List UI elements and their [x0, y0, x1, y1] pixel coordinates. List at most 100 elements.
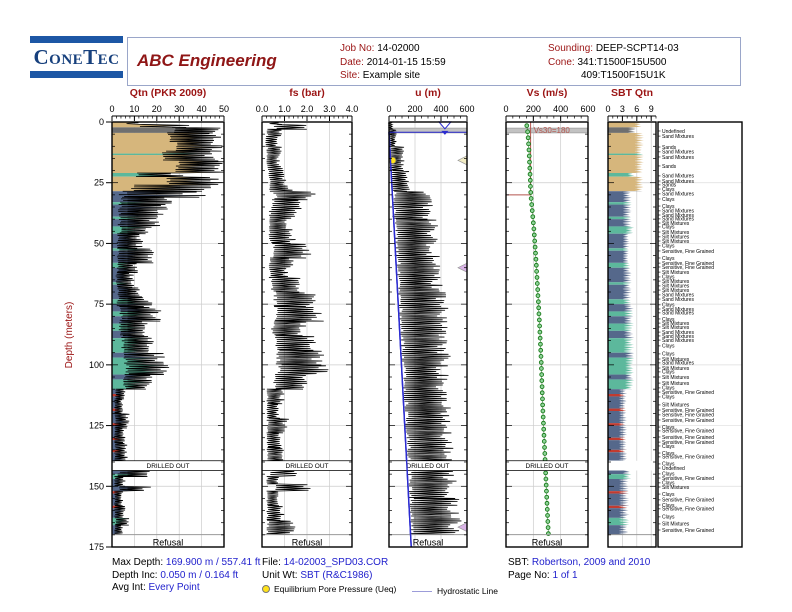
vs-point [531, 232, 537, 238]
vs-point [532, 244, 538, 250]
sbt-label: Clays [662, 386, 675, 392]
sbt-label: Sand Mixtures [662, 361, 694, 367]
vs-point [541, 426, 547, 432]
depth-tick-label: 175 [89, 542, 104, 552]
sbt-bar-zone [608, 122, 644, 128]
qtn-sbt-zone [112, 449, 224, 453]
sbt-label: Sand Mixtures [662, 209, 694, 215]
sbt-bar-zone [608, 338, 644, 353]
sbt-label: Sensitive, Fine Grained [662, 476, 714, 482]
panel-border [607, 121, 657, 548]
sbt-label: Sensitive, Fine Grained [662, 440, 714, 446]
sbt-label: Sand Mixtures [662, 338, 694, 344]
sbt-label: Sensitive, Fine Grained [662, 249, 714, 255]
vs-point [539, 366, 544, 371]
sbt-bar-zone [608, 440, 644, 450]
drilled-out-label: DRILLED OUT [286, 463, 329, 470]
water-table-icon [441, 130, 449, 135]
sbt-bar-zone [608, 452, 644, 461]
sbt-label: Clays [662, 344, 675, 350]
footer-left: Max Depth: 169.900 m / 557.41 ft Depth I… [112, 557, 260, 595]
sbt-label: Silt Mixtures [662, 403, 690, 409]
vs-point [544, 507, 550, 512]
sbt-label: Sands [662, 164, 677, 170]
sbt-label: Sensitive, Fine Grained [662, 390, 714, 396]
sbt-label: Sensitive, Fine Grained [662, 261, 714, 267]
sbt-label: Clays [662, 303, 675, 309]
sbt-bar-zone [608, 437, 644, 441]
axis-tick-label: 0 [386, 104, 391, 114]
sbt-bar-zone [608, 479, 644, 492]
vs-point [528, 190, 534, 195]
panel-title: u (m) [415, 87, 441, 99]
u-trace [407, 470, 462, 536]
dissipation-marker [457, 155, 468, 166]
axis-tick-label: 400 [433, 104, 448, 114]
vs-point [535, 293, 541, 298]
refusal-label: Refusal [153, 538, 184, 548]
axis-tick-label: 40 [197, 104, 207, 114]
vs-point [528, 196, 534, 201]
axis-tick-label: 20 [152, 104, 162, 114]
panel-vs: Vs30=180 DRILLED OUT Refusal 0 200 400 600 Vs (… [503, 87, 596, 548]
sbt-label: Silt Mixtures [662, 375, 690, 381]
sbt-label: Silt Mixtures [662, 325, 690, 331]
sbt-bar-zone [608, 176, 644, 192]
cone-2: 409:T1500F15U1K [581, 70, 666, 81]
sbt-label: Clays [662, 244, 675, 250]
sbt-bar-zone [608, 153, 644, 156]
sbt-bar-zone [608, 282, 644, 285]
sbt-bar-zone [608, 425, 644, 438]
sbt-label: Sensitive, Fine Grained [662, 498, 714, 504]
sbt-label: Silt Mixtures [662, 270, 690, 276]
sbt-bar-zone [608, 396, 644, 409]
unit-wt: Unit Wt: SBT (R&C1986) [262, 569, 373, 581]
cone-1: Cone: 341:T1500F15U500 [548, 56, 667, 68]
vs-point [531, 226, 537, 232]
vs-point [534, 269, 539, 274]
drilled-out-band [507, 460, 587, 471]
sbt-label: Silt Mixtures [662, 235, 690, 241]
axis-tick-label: 6 [634, 104, 639, 114]
qtn-sbt-zone [112, 394, 224, 397]
sbt-label: Sand Mixtures [662, 330, 694, 336]
vs-point [524, 123, 530, 128]
sbt-label: Undefined [662, 466, 685, 472]
hydrostatic-legend-icon [412, 590, 432, 592]
sbt-label: Clays [662, 256, 675, 262]
qtn-sbt-zone [112, 493, 224, 506]
qtn-sbt-zone [112, 525, 224, 535]
vs-point [527, 165, 533, 171]
sbt-bar-zone [608, 173, 644, 177]
vs-point [526, 147, 532, 153]
axis-tick-label: 1.0 [278, 104, 291, 114]
sbt-label: Silt Mixtures [662, 522, 690, 528]
sbt-label: Clays [662, 481, 675, 487]
qtn-sbt-zone [112, 408, 224, 411]
drilled-out-band [263, 460, 351, 471]
vs-point [536, 299, 541, 305]
depth-tick-label: 50 [94, 238, 104, 248]
vs-point [545, 525, 551, 530]
qtn-sbt-zone [112, 491, 224, 494]
sbt-label: Silt Mixtures [662, 284, 690, 290]
date: Date: 2014-01-15 15:59 [340, 56, 446, 68]
qtn-sbt-zone [112, 452, 224, 461]
fs-trace [266, 470, 311, 536]
vs-point [543, 482, 549, 488]
depth-inc: Depth Inc: 0.050 m / 0.164 ft [112, 569, 239, 581]
vs-point [544, 488, 549, 494]
ueq-legend-icon [262, 585, 270, 594]
vs-point [532, 238, 538, 244]
axis-tick-label: 0.0 [256, 104, 269, 114]
sbt-bar-zone [608, 508, 644, 518]
vs-point [534, 275, 540, 280]
panel-border [261, 121, 353, 548]
qtn-sbt-zone [112, 440, 224, 450]
sbt-bar-zone [608, 379, 644, 390]
sbt-bar-zone [608, 202, 644, 205]
refusal-label: Refusal [413, 538, 444, 548]
sbt-label: Sand Mixtures [662, 213, 694, 219]
